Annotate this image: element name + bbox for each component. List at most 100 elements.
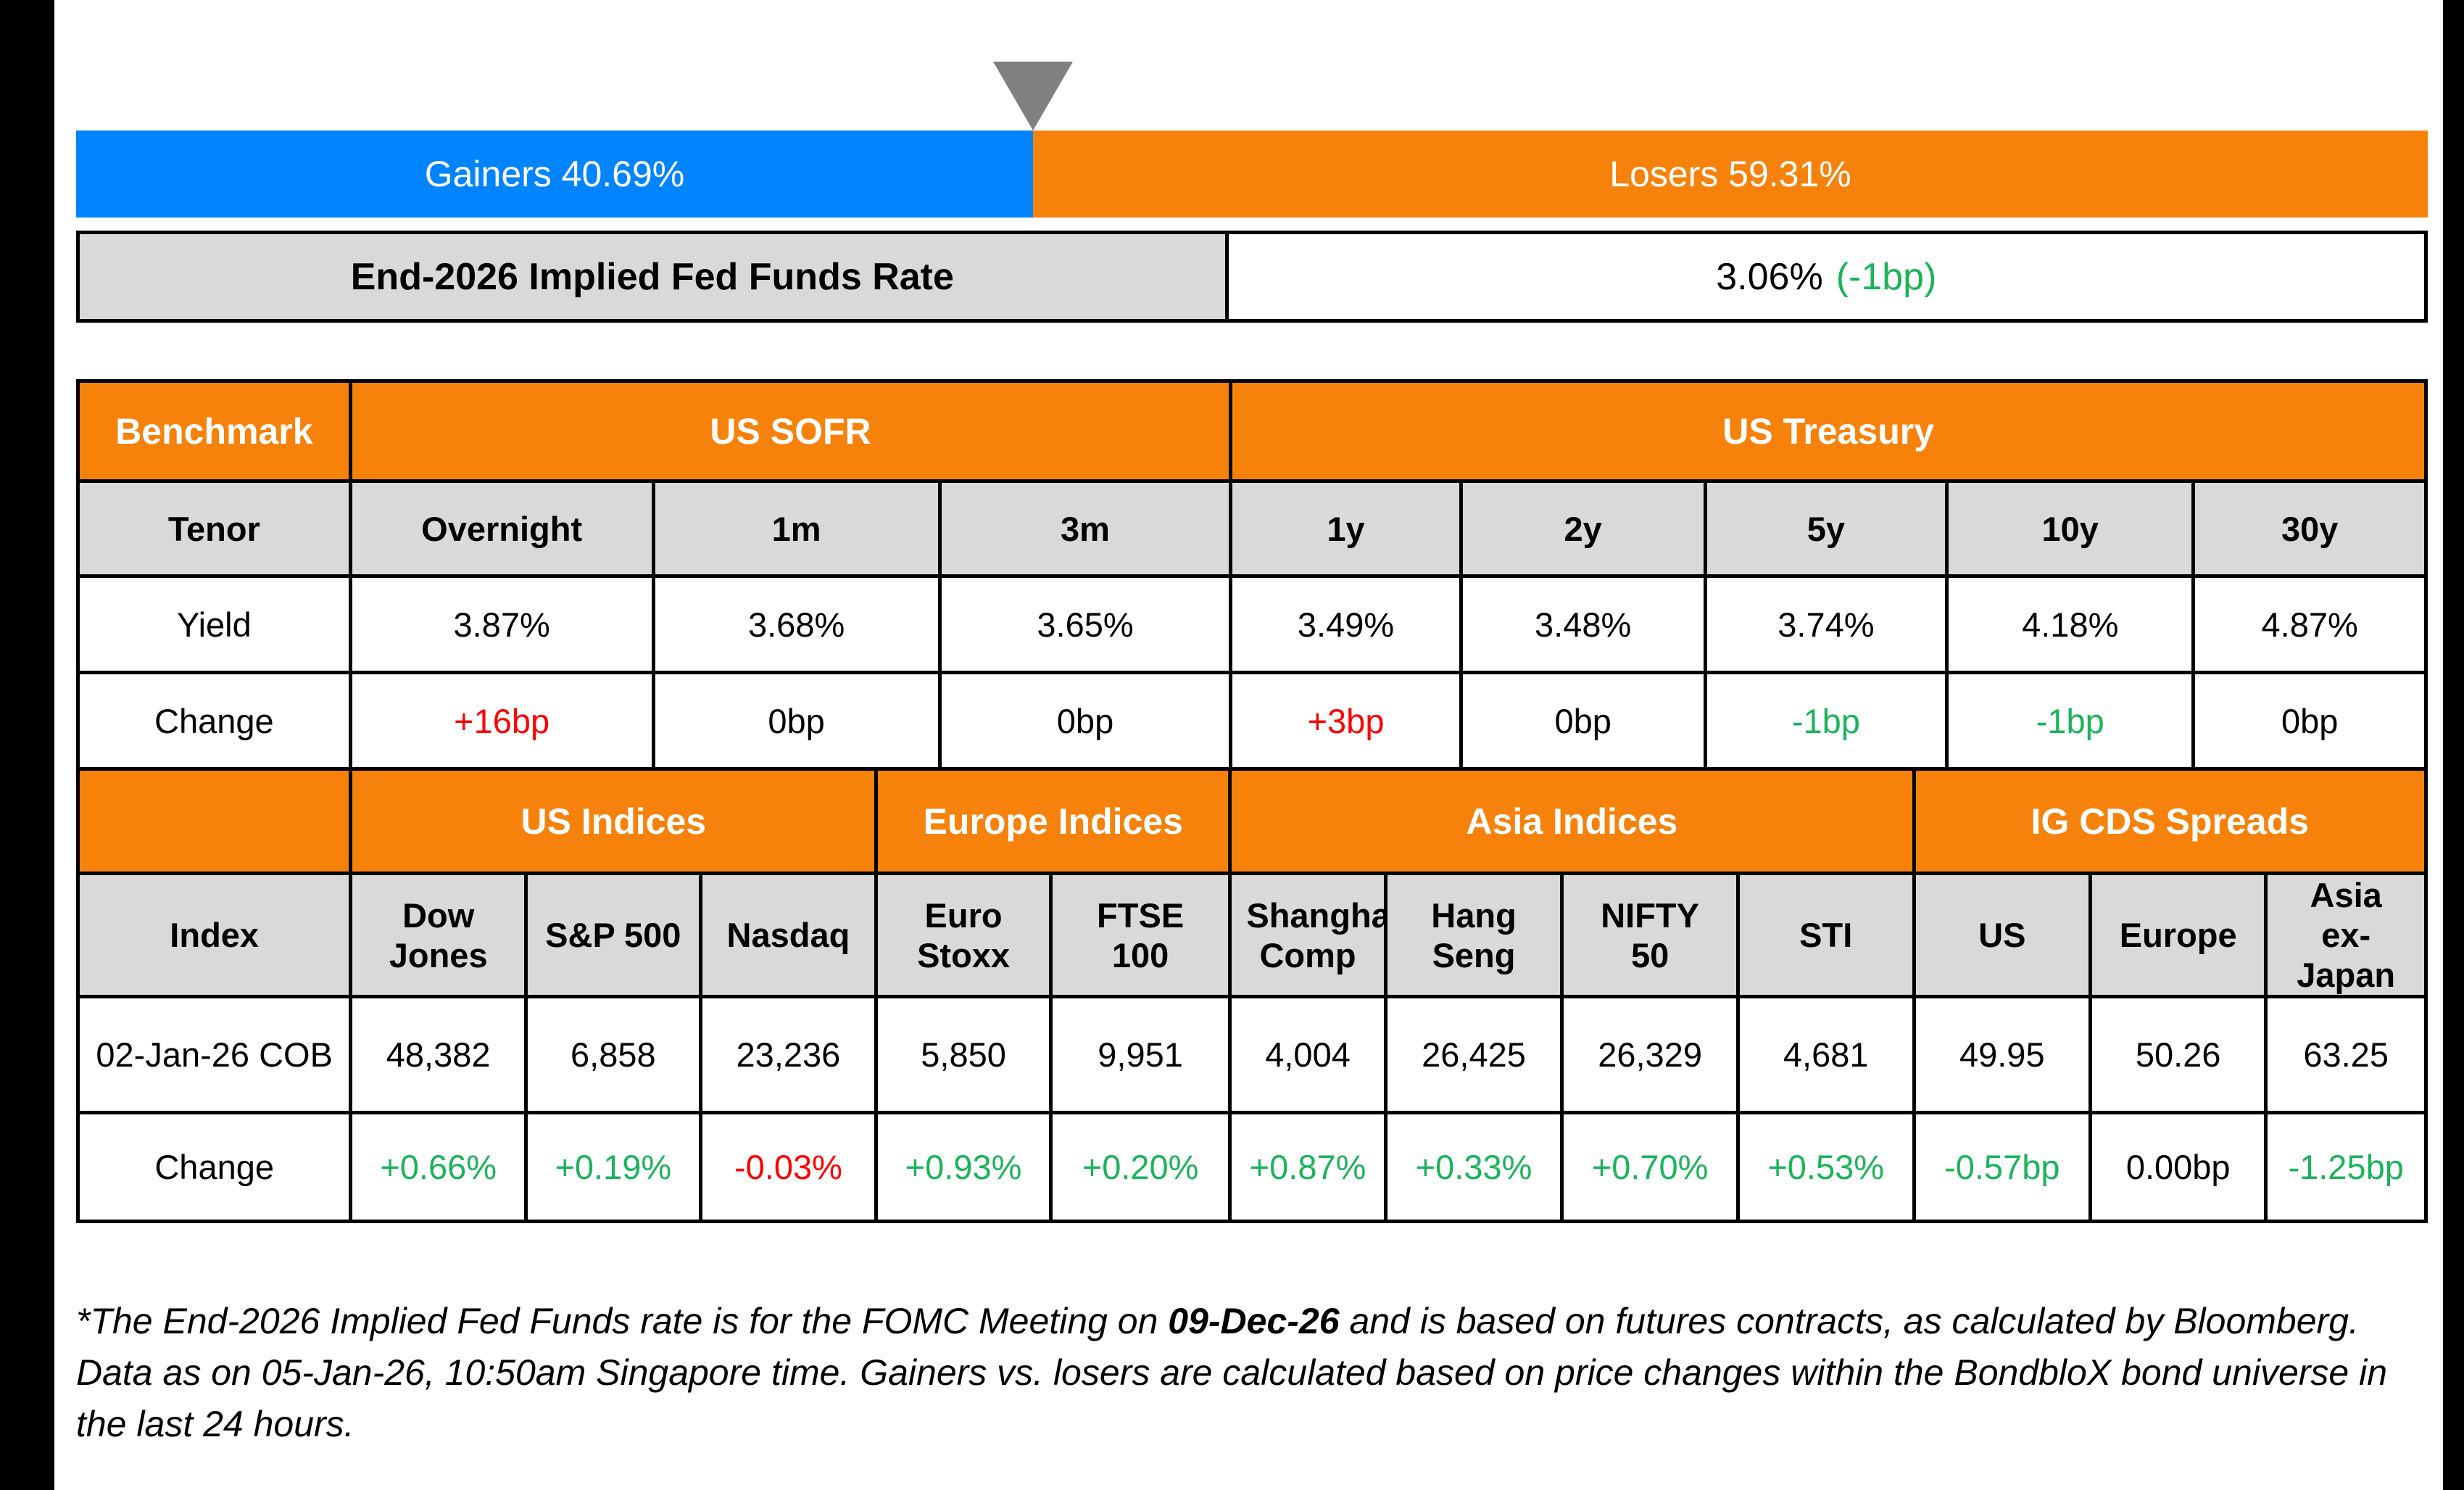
index-header-cell: NIFTY 50 — [1560, 872, 1740, 998]
cob-values-row: 02-Jan-26 COB 48,382 6,858 23,236 5,850 … — [75, 995, 2428, 1114]
index-header-cell: Hang Seng — [1383, 872, 1564, 998]
tenor-header-cell: 5y — [1703, 479, 1949, 578]
group-header-ig-cds-spreads: IG CDS Spreads — [1912, 767, 2428, 875]
gainers-losers-bar: Gainers 40.69% Losers 59.31% — [76, 131, 2428, 218]
index-header-cell: Euro Stoxx — [874, 872, 1053, 998]
change-cell: +3bp — [1229, 671, 1463, 771]
change-cell: +0.70% — [1560, 1111, 1740, 1223]
gainers-segment: Gainers 40.69% — [76, 131, 1033, 218]
index-value-cell: 49.95 — [1912, 995, 2093, 1114]
change-cell: +0.19% — [523, 1111, 702, 1223]
tenor-header-cell: 2y — [1459, 479, 1707, 578]
tenor-header-cell: 1m — [651, 479, 942, 578]
footnote-bold-date: 09-Dec-26 — [1168, 1301, 1340, 1341]
index-header-cell: S&P 500 — [523, 872, 702, 998]
fed-funds-label: End-2026 Implied Fed Funds Rate — [80, 234, 1229, 319]
change-cell: 0.00bp — [2088, 1111, 2268, 1223]
indices-corner-cell — [75, 767, 353, 875]
boundary-marker-triangle-icon — [992, 62, 1073, 131]
index-value-cell: 48,382 — [349, 995, 528, 1114]
gainers-label: Gainers 40.69% — [424, 154, 685, 194]
yield-cell: 4.87% — [2191, 574, 2428, 674]
yield-cell: 3.49% — [1229, 574, 1463, 674]
change-cell: +0.93% — [874, 1111, 1053, 1223]
index-value-cell: 6,858 — [523, 995, 702, 1114]
yield-row: Yield 3.87% 3.68% 3.65% 3.49% 3.48% 3.74… — [76, 574, 2428, 674]
yield-cell: 3.68% — [651, 574, 942, 674]
benchmark-change-row: Change +16bp 0bp 0bp +3bp 0bp -1bp -1bp … — [76, 671, 2428, 771]
yield-cell: 3.65% — [937, 574, 1233, 674]
change-cell: +0.87% — [1228, 1111, 1387, 1223]
tenor-header-cell: 10y — [1945, 479, 2196, 578]
yield-row-label: Yield — [76, 574, 352, 674]
index-value-cell: 63.25 — [2264, 995, 2428, 1114]
index-header-row: Index Dow Jones S&P 500 Nasdaq Euro Stox… — [75, 872, 2428, 998]
index-row-label: Index — [75, 872, 353, 998]
change-cell: +16bp — [348, 671, 655, 771]
footnote-text-1: *The End-2026 Implied Fed Funds rate is … — [76, 1301, 1169, 1341]
group-header-asia-indices: Asia Indices — [1228, 767, 1916, 875]
change-cell: -1bp — [1945, 671, 2196, 771]
change-cell: -1.25bp — [2264, 1111, 2428, 1223]
tenor-row-label: Tenor — [76, 479, 352, 578]
fed-funds-box: End-2026 Implied Fed Funds Rate 3.06% (-… — [76, 231, 2428, 323]
change-cell: +0.53% — [1735, 1111, 1916, 1223]
group-header-us-indices: US Indices — [349, 767, 879, 875]
fed-funds-rate: 3.06% — [1716, 255, 1823, 298]
change-cell: +0.20% — [1048, 1111, 1232, 1223]
change-cell: 0bp — [2191, 671, 2428, 771]
change-cell: 0bp — [651, 671, 942, 771]
group-header-europe-indices: Europe Indices — [874, 767, 1232, 875]
index-value-cell: 4,004 — [1228, 995, 1387, 1114]
change-row-label: Change — [76, 671, 352, 771]
losers-label: Losers 59.31% — [1609, 154, 1851, 194]
index-value-cell: 4,681 — [1735, 995, 1916, 1114]
tenor-header-cell: 30y — [2191, 479, 2428, 578]
change-cell: +0.66% — [349, 1111, 528, 1223]
change-cell: 0bp — [937, 671, 1233, 771]
indices-table: US Indices Europe Indices Asia Indices I… — [75, 767, 2428, 1223]
index-value-cell: 50.26 — [2088, 995, 2268, 1114]
index-header-cell: Shanghai Comp — [1228, 872, 1387, 998]
tenor-header-cell: 3m — [937, 479, 1233, 578]
yield-cell: 3.74% — [1703, 574, 1949, 674]
yield-cell: 4.18% — [1945, 574, 2196, 674]
index-header-cell: Nasdaq — [698, 872, 879, 998]
index-value-cell: 26,425 — [1383, 995, 1564, 1114]
fed-funds-value: 3.06% (-1bp) — [1229, 234, 2424, 319]
yield-cell: 3.87% — [348, 574, 655, 674]
benchmark-table: Benchmark US SOFR US Treasury Tenor Over… — [76, 379, 2428, 771]
index-header-cell: FTSE 100 — [1048, 872, 1232, 998]
benchmark-header-row: Benchmark US SOFR US Treasury — [76, 379, 2428, 483]
index-header-cell: Dow Jones — [349, 872, 528, 998]
fed-funds-change: (-1bp) — [1835, 255, 1937, 298]
index-value-cell: 23,236 — [698, 995, 879, 1114]
index-header-cell: Europe — [2088, 872, 2268, 998]
indices-header-row: US Indices Europe Indices Asia Indices I… — [75, 767, 2428, 875]
tenor-header-row: Tenor Overnight 1m 3m 1y 2y 5y 10y 30y — [76, 479, 2428, 578]
indices-change-row: Change +0.66% +0.19% -0.03% +0.93% +0.20… — [75, 1111, 2428, 1223]
cob-row-label: 02-Jan-26 COB — [75, 995, 353, 1114]
tenor-header-cell: 1y — [1229, 479, 1463, 578]
group-header-us-treasury: US Treasury — [1229, 379, 2428, 483]
index-value-cell: 5,850 — [874, 995, 1053, 1114]
index-value-cell: 26,329 — [1560, 995, 1740, 1114]
index-value-cell: 9,951 — [1048, 995, 1232, 1114]
marker-row — [76, 62, 2428, 131]
footnote-text-2: and is based on futures contracts, as ca… — [76, 1301, 2388, 1444]
change-cell: 0bp — [1459, 671, 1707, 771]
group-header-us-sofr: US SOFR — [348, 379, 1233, 483]
change-row-label: Change — [75, 1111, 353, 1223]
change-cell: -0.03% — [698, 1111, 879, 1223]
change-cell: -1bp — [1703, 671, 1949, 771]
index-header-cell: STI — [1735, 872, 1916, 998]
yield-cell: 3.48% — [1459, 574, 1707, 674]
tenor-header-cell: Overnight — [348, 479, 655, 578]
benchmark-corner-cell: Benchmark — [76, 379, 352, 483]
content-page: Gainers 40.69% Losers 59.31% End-2026 Im… — [54, 0, 2443, 1490]
index-header-cell: Asia ex-Japan — [2264, 872, 2428, 998]
index-header-cell: US — [1912, 872, 2093, 998]
change-cell: +0.33% — [1383, 1111, 1564, 1223]
change-cell: -0.57bp — [1912, 1111, 2093, 1223]
